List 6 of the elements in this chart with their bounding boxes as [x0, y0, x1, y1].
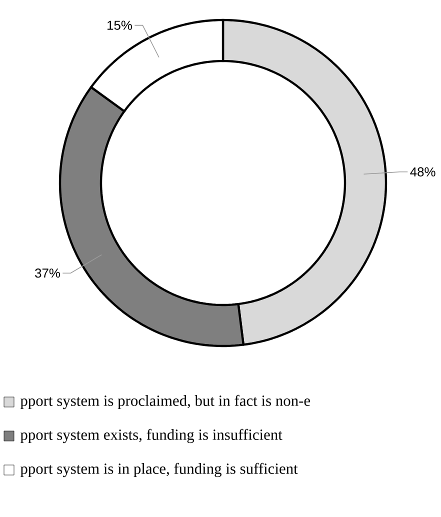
legend-label: pport system is in place, funding is sufficient — [20, 462, 298, 478]
legend-label: pport system exists, funding is insufficient — [20, 428, 282, 444]
legend-label: pport system is proclaimed, but in fact is non-e — [20, 394, 310, 410]
data-label: 48% — [410, 167, 436, 176]
data-label: 15% — [108, 20, 132, 30]
data-label: 37% — [35, 268, 60, 278]
